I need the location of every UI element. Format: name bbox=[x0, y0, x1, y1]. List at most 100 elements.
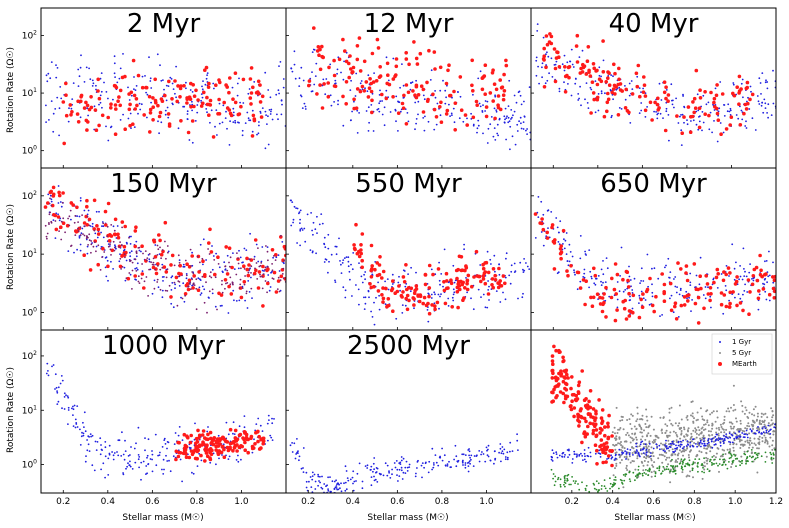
data-point-observed bbox=[547, 40, 552, 44]
data-point-overlap bbox=[156, 281, 159, 283]
data-point-field bbox=[632, 460, 635, 463]
data-point-model bbox=[331, 480, 334, 483]
data-point-model bbox=[301, 229, 304, 231]
data-point-5 Gyr bbox=[731, 461, 734, 464]
data-point-model bbox=[762, 282, 764, 285]
data-point-model bbox=[311, 475, 314, 477]
data-point-model bbox=[672, 311, 675, 314]
data-point-model bbox=[99, 94, 102, 97]
data-point-overlap bbox=[138, 282, 141, 284]
data-point-MEarth bbox=[601, 450, 605, 455]
data-point-5 Gyr bbox=[557, 476, 560, 479]
data-point-model bbox=[183, 105, 186, 108]
data-point-5 Gyr bbox=[566, 480, 568, 482]
data-point-observed bbox=[739, 87, 743, 91]
data-point-field bbox=[705, 410, 708, 413]
data-point-model bbox=[314, 75, 317, 77]
data-point-field bbox=[675, 434, 678, 436]
data-point-observed bbox=[144, 85, 149, 90]
data-point-model bbox=[507, 116, 510, 119]
data-point-field bbox=[693, 417, 695, 420]
data-point-field bbox=[760, 423, 763, 426]
data-point-observed bbox=[216, 255, 220, 259]
data-point-field bbox=[730, 427, 733, 430]
data-point-model bbox=[302, 467, 304, 469]
data-point-1 Gyr bbox=[692, 438, 695, 441]
data-point-field bbox=[773, 430, 776, 433]
data-point-model bbox=[504, 118, 506, 121]
data-point-model bbox=[618, 86, 621, 89]
data-point-field bbox=[672, 430, 675, 433]
data-point-field bbox=[704, 428, 707, 431]
data-point-model bbox=[569, 251, 572, 253]
data-point-overlap bbox=[273, 255, 275, 257]
data-point-model bbox=[407, 120, 410, 123]
data-point-model bbox=[477, 119, 480, 122]
data-point-observed bbox=[411, 89, 415, 93]
data-point-overlap bbox=[82, 233, 84, 236]
data-point-observed bbox=[245, 256, 249, 261]
data-point-model bbox=[87, 443, 90, 446]
data-point-field bbox=[708, 443, 710, 446]
data-point-1 Gyr bbox=[700, 445, 702, 448]
data-point-observed bbox=[117, 95, 121, 99]
data-point-5 Gyr bbox=[732, 460, 734, 462]
data-point-field bbox=[709, 450, 712, 453]
data-point-model bbox=[292, 218, 295, 221]
data-point-1 Gyr bbox=[744, 433, 746, 436]
data-point-observed bbox=[391, 95, 395, 99]
data-point-model bbox=[399, 461, 402, 464]
data-point-model bbox=[465, 277, 467, 279]
data-point-model bbox=[686, 119, 688, 121]
data-point-model bbox=[350, 79, 352, 82]
data-point-observed bbox=[248, 77, 253, 81]
data-point-overlap bbox=[248, 268, 251, 270]
y-tick-exp: 1 bbox=[33, 404, 37, 411]
data-point-observed bbox=[151, 118, 155, 122]
data-point-5 Gyr bbox=[694, 458, 697, 460]
data-point-observed bbox=[549, 34, 554, 39]
data-point-field bbox=[668, 407, 671, 410]
data-point-field bbox=[748, 439, 751, 442]
data-point-5 Gyr bbox=[661, 470, 664, 473]
data-point-1 Gyr bbox=[610, 454, 612, 457]
data-point-observed bbox=[745, 85, 749, 90]
y-tick-base: 10 bbox=[22, 147, 34, 157]
data-point-MEarth bbox=[588, 421, 592, 426]
data-point-observed bbox=[738, 123, 743, 127]
data-point-observed bbox=[708, 298, 712, 303]
data-point-model bbox=[55, 76, 58, 79]
data-point-model bbox=[142, 460, 145, 463]
data-point-model bbox=[517, 91, 520, 94]
data-point-observed bbox=[559, 256, 563, 261]
data-point-field bbox=[766, 416, 769, 419]
data-point-model bbox=[477, 77, 480, 80]
data-point-1 Gyr bbox=[587, 446, 590, 449]
data-point-observed bbox=[445, 286, 449, 291]
data-point-model bbox=[746, 100, 748, 103]
data-point-observed bbox=[270, 248, 275, 252]
data-point-observed bbox=[479, 279, 483, 284]
data-point-field bbox=[689, 470, 692, 473]
data-point-observed bbox=[625, 270, 630, 275]
data-point-model bbox=[140, 250, 142, 253]
data-point-observed bbox=[565, 269, 569, 273]
data-point-field bbox=[636, 412, 639, 415]
data-point-observed bbox=[605, 100, 610, 105]
data-point-field bbox=[631, 437, 634, 440]
data-point-model bbox=[191, 141, 194, 144]
data-point-MEarth bbox=[595, 462, 599, 466]
data-point-model bbox=[310, 486, 313, 488]
data-point-1 Gyr bbox=[769, 429, 771, 431]
data-point-model bbox=[653, 267, 656, 270]
data-point-model bbox=[200, 292, 203, 295]
data-point-MEarth bbox=[569, 386, 573, 391]
data-point-model bbox=[146, 454, 149, 457]
data-point-model bbox=[113, 55, 116, 58]
data-point-MEarth bbox=[552, 387, 556, 392]
data-point-observed bbox=[404, 51, 409, 55]
data-point-model bbox=[344, 465, 347, 468]
data-point-observed bbox=[223, 278, 228, 282]
data-point-model bbox=[466, 291, 468, 294]
data-point-model bbox=[311, 71, 313, 73]
